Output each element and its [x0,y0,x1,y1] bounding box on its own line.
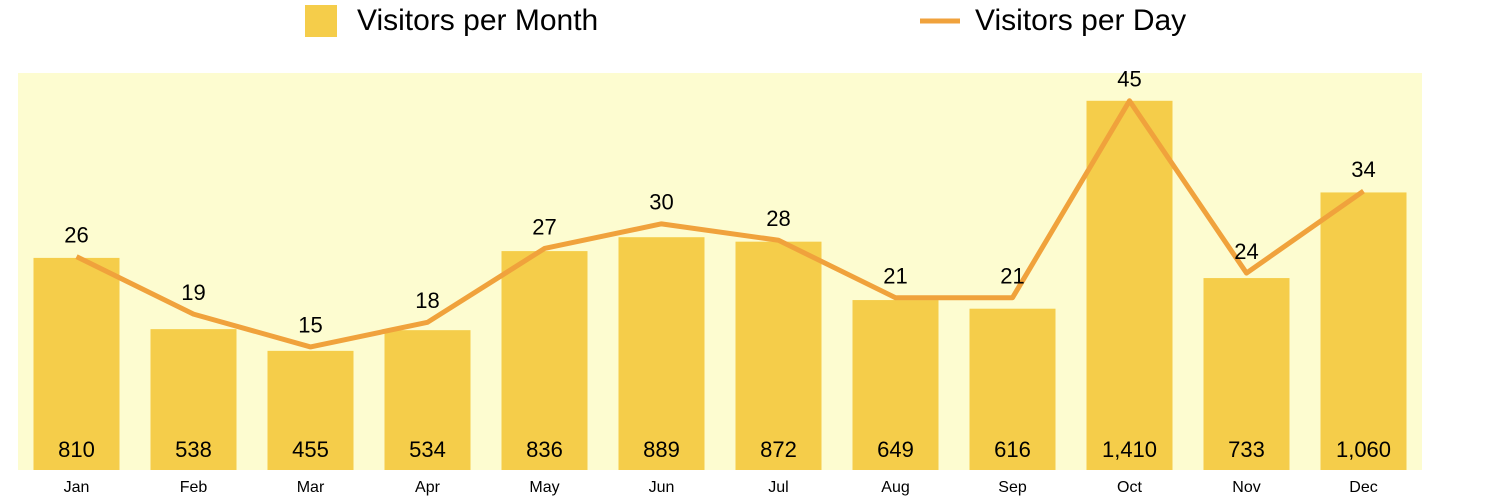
bar-value-label: 1,410 [1102,437,1157,462]
bar [384,330,471,470]
bar-value-label: 649 [877,437,914,462]
line-value-label: 21 [883,264,907,289]
bar [501,251,588,470]
line-value-label: 24 [1234,239,1258,264]
bar [852,300,939,470]
plot-background [18,73,1422,470]
x-tick-label: Mar [297,479,325,496]
bar-value-label: 733 [1228,437,1265,462]
bar-value-label: 538 [175,437,212,462]
bar [150,329,237,470]
bar [1203,278,1290,470]
bar-value-label: 810 [58,437,95,462]
bar [1086,100,1173,470]
bar-value-label: 889 [643,437,680,462]
line-value-label: 27 [532,214,556,239]
x-tick-label: Feb [180,479,208,496]
line [75,98,1365,350]
x-tick-label: Sep [998,479,1027,496]
bar-value-label: 1,060 [1336,437,1391,462]
line-value-label: 28 [766,206,790,231]
bar [33,257,120,470]
line-value-label: 45 [1117,67,1141,92]
x-tick-label: May [529,479,559,496]
x-tick-label: Oct [1117,479,1142,496]
line-value-label: 34 [1351,157,1375,182]
x-tick-label: Jan [64,479,90,496]
x-tick-label: Nov [1232,479,1260,496]
x-tick-label: Dec [1349,479,1377,496]
line-value-label: 21 [1000,264,1024,289]
line-value-label: 15 [298,313,322,338]
bar-value-label: 455 [292,437,329,462]
bar [735,241,822,470]
x-tick-label: Aug [881,479,909,496]
bar-value-label: 616 [994,437,1031,462]
bar [969,308,1056,470]
x-tick-label: Jun [649,479,675,496]
legend-label: Visitors per Day [975,4,1186,37]
bar-value-label: 534 [409,437,446,462]
bar-value-label: 872 [760,437,797,462]
bar [1320,192,1407,470]
bar [618,237,705,470]
line-value-label: 18 [415,288,439,313]
x-tick-label: Jul [768,479,788,496]
bar-value-label: 836 [526,437,563,462]
line-value-label: 26 [64,222,88,247]
legend-label: Visitors per Month [357,4,598,37]
legend-swatch [305,5,337,37]
line-value-label: 30 [649,190,673,215]
line-value-label: 19 [181,280,205,305]
bar [267,350,354,470]
x-tick-label: Apr [415,479,441,496]
